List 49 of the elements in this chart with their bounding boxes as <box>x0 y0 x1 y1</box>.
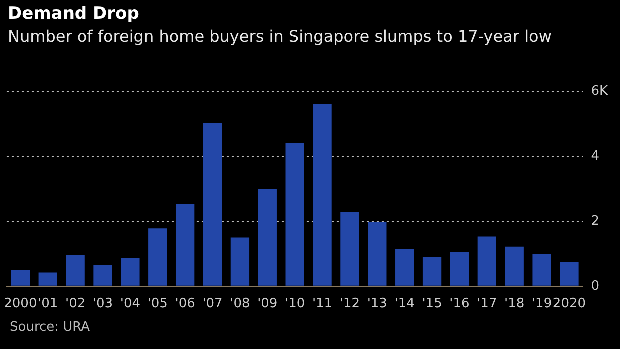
chart-title: Demand Drop <box>8 4 140 24</box>
bar <box>66 255 85 286</box>
bar <box>258 189 277 286</box>
bar <box>286 143 304 286</box>
chart-subtitle: Number of foreign home buyers in Singapore slumps to 17-year low <box>8 27 552 46</box>
x-tick-label: '05 <box>148 296 168 312</box>
x-tick-label: '15 <box>422 296 442 312</box>
bar <box>313 104 332 286</box>
x-tick-label: '16 <box>450 296 470 312</box>
x-tick-label: '06 <box>175 296 196 312</box>
bar <box>422 257 442 286</box>
x-tick-label: '10 <box>285 296 306 312</box>
bar <box>505 246 524 286</box>
x-tick-label: 2020 <box>552 296 586 312</box>
bar <box>11 270 30 286</box>
bar <box>148 228 168 286</box>
bar <box>478 236 496 286</box>
bar <box>121 258 140 286</box>
x-tick-label: '13 <box>367 296 388 312</box>
y-tick-label: 6K <box>591 84 608 100</box>
x-tick-label: '04 <box>120 296 141 312</box>
bar <box>176 204 195 286</box>
y-tick-label: 2 <box>591 214 600 229</box>
x-tick-label: '08 <box>230 296 250 312</box>
bar <box>230 238 250 286</box>
x-tick-label: '17 <box>477 296 498 312</box>
source-note: Source: URA <box>10 320 90 335</box>
x-tick-label: '14 <box>394 296 415 312</box>
x-tick-label: '02 <box>66 296 86 312</box>
x-tick-label: '03 <box>92 296 114 312</box>
x-tick-label: '07 <box>202 296 223 312</box>
x-tick-label: '18 <box>504 296 525 312</box>
bar <box>368 222 387 286</box>
x-tick-label: '09 <box>258 296 278 312</box>
bar <box>450 252 470 286</box>
bar <box>340 212 360 286</box>
bar <box>560 262 579 286</box>
bar <box>38 272 58 286</box>
x-tick-label: '12 <box>340 296 360 312</box>
x-tick-label: 2000 <box>4 296 38 312</box>
bar <box>203 123 222 286</box>
x-tick-label: '11 <box>312 296 333 312</box>
x-tick-label: '19 <box>532 296 552 312</box>
bar <box>532 254 552 286</box>
bar <box>94 265 112 286</box>
x-tick-label: '01 <box>38 296 58 312</box>
y-tick-label: 0 <box>591 278 600 294</box>
y-tick-label: 4 <box>591 149 600 164</box>
bar <box>396 249 414 286</box>
